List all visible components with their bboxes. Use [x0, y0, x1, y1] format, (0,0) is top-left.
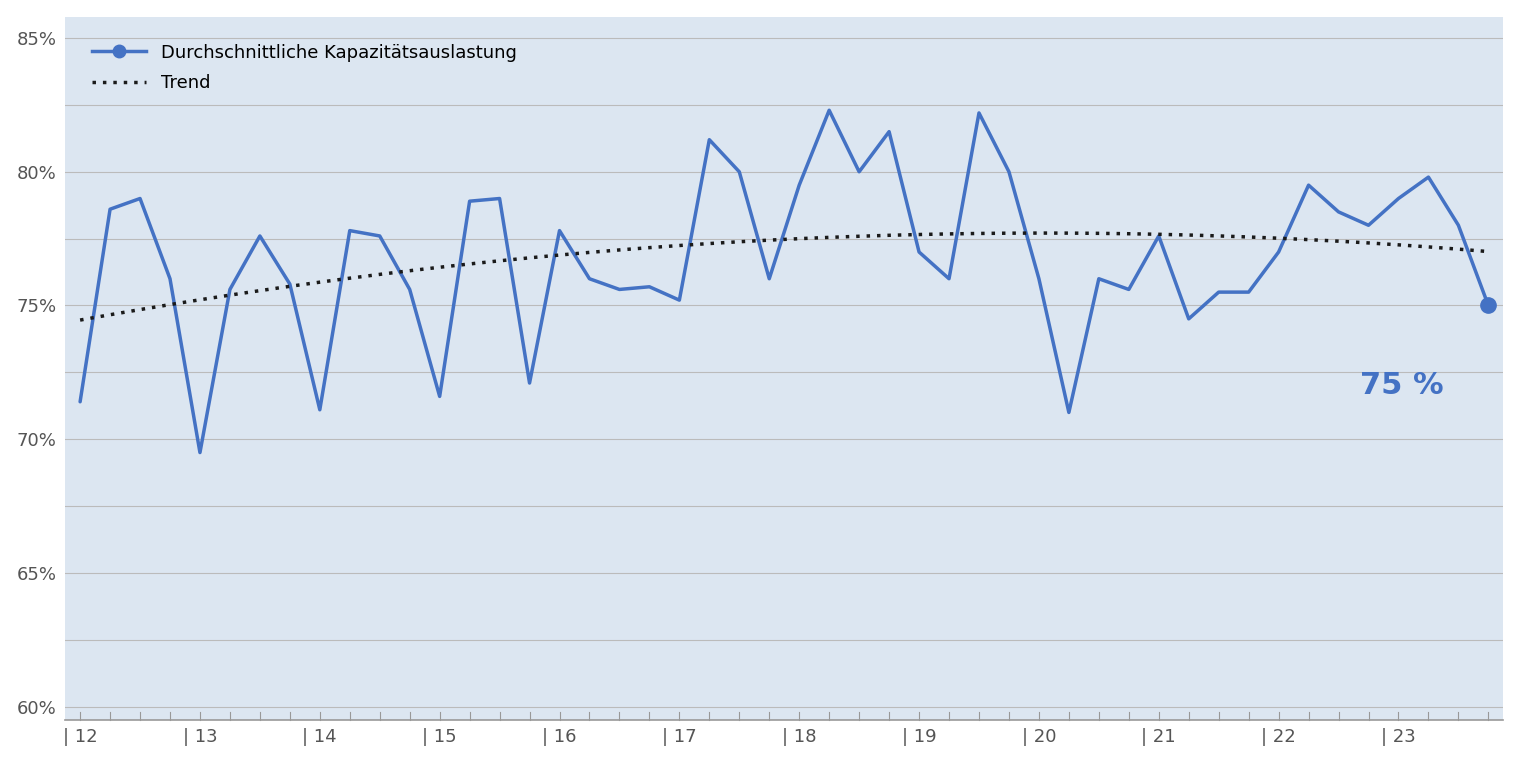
Legend: Durchschnittliche Kapazitätsauslastung, Trend: Durchschnittliche Kapazitätsauslastung, …: [74, 26, 535, 111]
Text: 75 %: 75 %: [1360, 372, 1444, 401]
